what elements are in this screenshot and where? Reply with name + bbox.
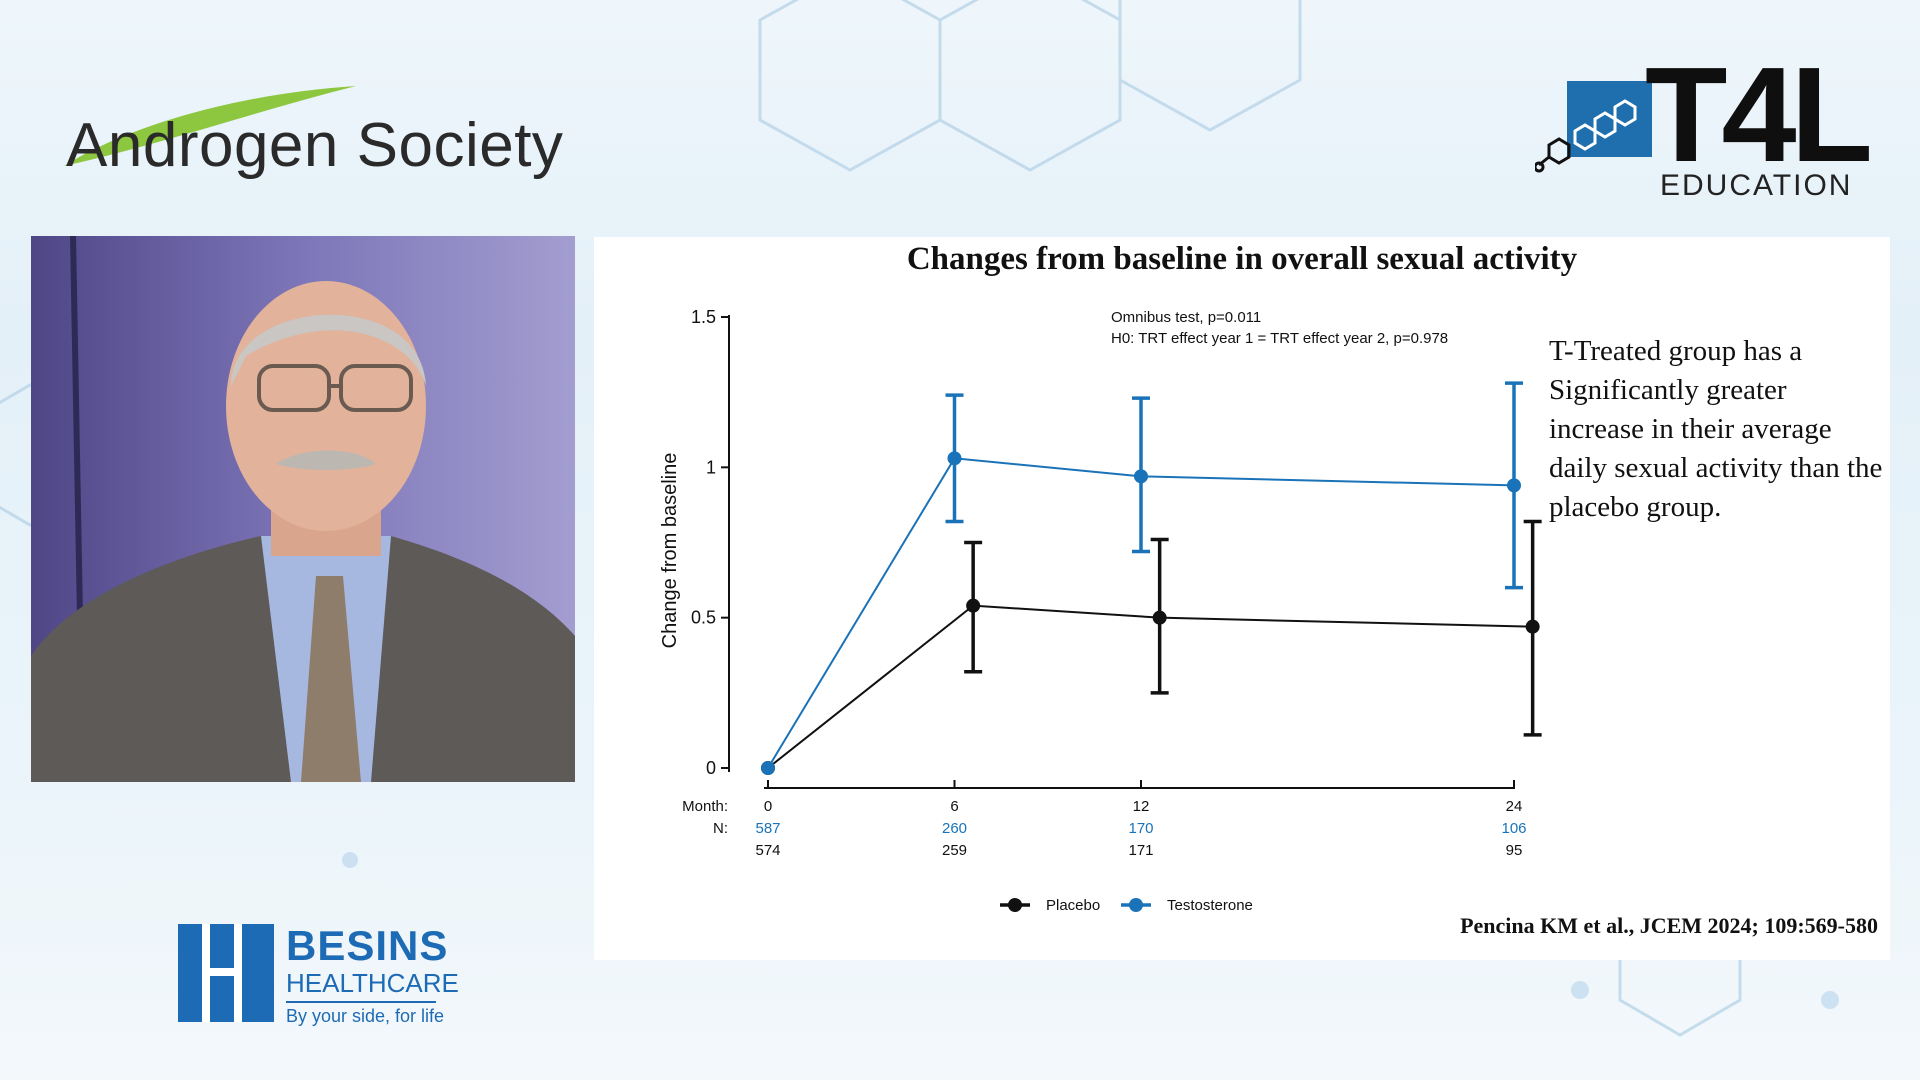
- y-tick-label: 0.5: [691, 608, 716, 628]
- data-point-testosterone: [1507, 478, 1521, 493]
- data-point-placebo: [1525, 619, 1540, 634]
- besins-tagline: By your side, for life: [286, 1006, 445, 1026]
- n-count-placebo: 171: [1128, 842, 1153, 859]
- x-axis-label: Month:: [682, 798, 728, 815]
- healthcare-name: HEALTHCARE: [286, 968, 459, 998]
- androgen-society-logo: Androgen Society: [60, 80, 564, 190]
- data-point-testosterone: [1134, 469, 1148, 484]
- n-row-label: N:: [713, 820, 728, 837]
- y-tick-label: 0: [706, 758, 716, 778]
- presentation-slide: 0 0.5 1 1.5 Change from baseline 0 6 12 24 Month:…: [594, 237, 1890, 960]
- series-line-placebo: [767, 604, 1533, 769]
- slide-side-note: T-Treated group has a Significantly grea…: [1549, 335, 1883, 523]
- data-point-placebo: [966, 598, 981, 613]
- besins-mark-icon: [178, 924, 274, 1022]
- logo-divider: [286, 1001, 436, 1003]
- chart-annotation: Omnibus test, p=0.011: [1111, 309, 1261, 326]
- slide-citation: Pencina KM et al., JCEM 2024; 109:569-58…: [1460, 913, 1878, 938]
- besins-name: BESINS: [286, 922, 449, 969]
- series-line-testosterone: [767, 457, 1515, 769]
- y-axis-label: Change from baseline: [659, 453, 681, 649]
- legend-label-placebo: Placebo: [1046, 897, 1100, 914]
- t4l-wordmark: T4L: [1645, 39, 1873, 190]
- t4l-education-logo: T4L EDUCATION: [1535, 39, 1873, 205]
- speaker-video: [31, 236, 575, 782]
- n-count-testosterone: 106: [1501, 820, 1526, 837]
- steroid-molecule-icon: [1535, 81, 1652, 173]
- speaker-illustration: [31, 236, 575, 782]
- legend-label-testosterone: Testosterone: [1167, 897, 1253, 914]
- androgen-society-name: Androgen Society: [66, 111, 564, 180]
- n-count-testosterone: 260: [942, 820, 967, 837]
- n-count-placebo: 574: [755, 842, 780, 859]
- x-tick-label: 6: [950, 798, 958, 815]
- slide-title: Changes from baseline in overall sexual …: [906, 241, 1578, 277]
- data-point-placebo: [1152, 610, 1167, 625]
- green-swoosh-icon: [64, 86, 356, 166]
- legend-marker-testosterone: [1129, 898, 1143, 912]
- x-tick-label: 24: [1506, 798, 1523, 815]
- legend-marker-placebo: [1008, 898, 1022, 912]
- x-tick-label: 0: [764, 798, 772, 815]
- besins-healthcare-logo: BESINS HEALTHCARE By your side, for life: [178, 922, 459, 1032]
- n-count-placebo: 95: [1506, 842, 1523, 859]
- line-chart: 0 0.5 1 1.5 Change from baseline 0 6 12 24 Month:…: [659, 307, 1542, 914]
- n-count-testosterone: 170: [1128, 820, 1153, 837]
- data-point-testosterone: [947, 451, 962, 466]
- chart-annotation: H0: TRT effect year 1 = TRT effect year …: [1111, 330, 1448, 347]
- n-count-placebo: 259: [942, 842, 967, 859]
- data-point-testosterone: [761, 761, 775, 775]
- y-tick-label: 1: [706, 457, 716, 477]
- x-tick-label: 12: [1133, 798, 1150, 815]
- n-count-testosterone: 587: [755, 820, 780, 837]
- education-label: EDUCATION: [1660, 169, 1853, 202]
- y-tick-label: 1.5: [691, 307, 716, 327]
